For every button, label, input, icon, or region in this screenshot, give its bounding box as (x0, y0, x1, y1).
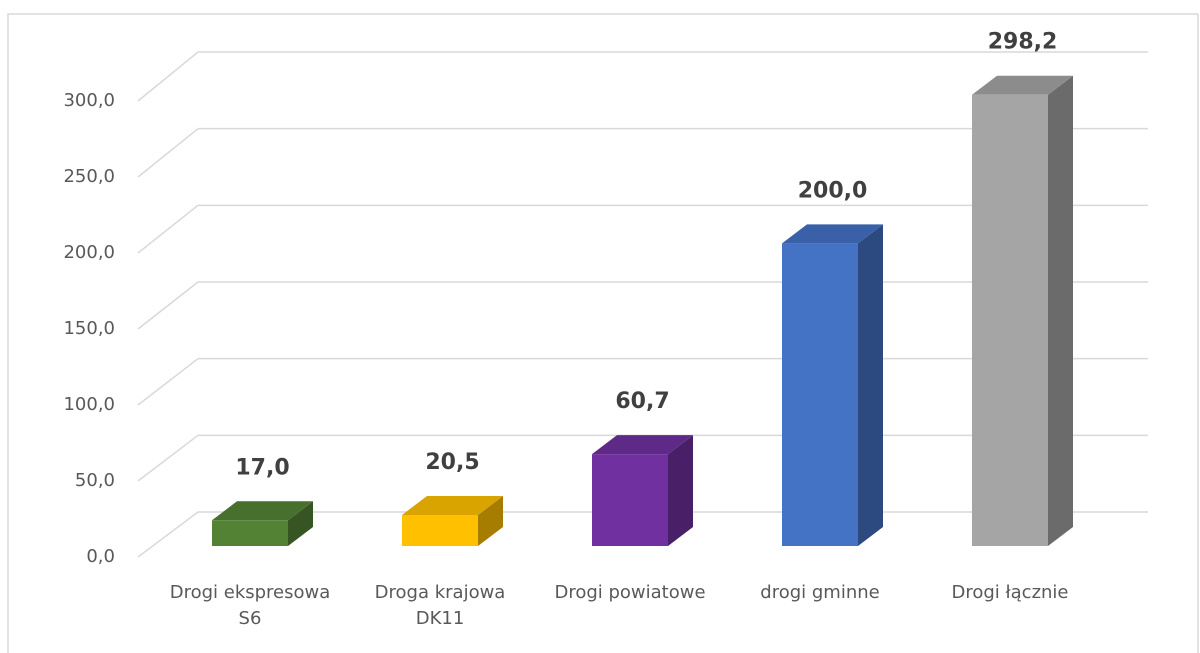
data-label: 17,0 (235, 455, 289, 480)
bar-top (402, 495, 503, 515)
y-tick-label: 50,0 (75, 470, 115, 491)
data-label: 200,0 (798, 178, 868, 203)
grid-line (137, 434, 199, 482)
y-tick-label: 200,0 (63, 242, 115, 263)
y-tick-label: 100,0 (63, 394, 115, 415)
grid-line (137, 511, 199, 558)
grid-line (137, 51, 199, 102)
y-tick-label: 250,0 (63, 166, 115, 187)
frame (7, 13, 1199, 653)
data-label: 60,7 (615, 389, 669, 414)
bar-top (782, 224, 883, 244)
grid-line (137, 128, 199, 178)
x-tick-label: Drogi powiatowe (554, 582, 706, 603)
bar-top (592, 435, 693, 455)
bar-side (1048, 75, 1073, 546)
bar-side (288, 501, 313, 546)
bar-top (972, 75, 1073, 95)
bar-side (668, 435, 693, 546)
y-tick-label: 300,0 (63, 90, 115, 111)
data-label: 298,2 (988, 30, 1058, 55)
grid-line (137, 204, 199, 254)
data-label: 20,5 (425, 450, 479, 475)
x-tick-label: drogi gminne (760, 582, 880, 603)
grid-line (137, 281, 199, 330)
bar (972, 94, 1048, 546)
bar (402, 514, 478, 546)
y-tick-label: 150,0 (63, 318, 115, 339)
grid-line (137, 358, 199, 406)
x-tick-label: Drogi ekspresowa S6 (169, 582, 331, 629)
bar (212, 520, 288, 546)
bar (782, 243, 858, 547)
x-tick-label: Droga krajowa DK11 (374, 582, 506, 629)
bar-side (478, 495, 503, 546)
bar-side (858, 224, 883, 547)
bar (592, 454, 668, 546)
x-tick-label: Drogi łącznie (951, 582, 1069, 603)
bar-top (212, 501, 313, 521)
y-tick-label: 0,0 (86, 546, 115, 567)
